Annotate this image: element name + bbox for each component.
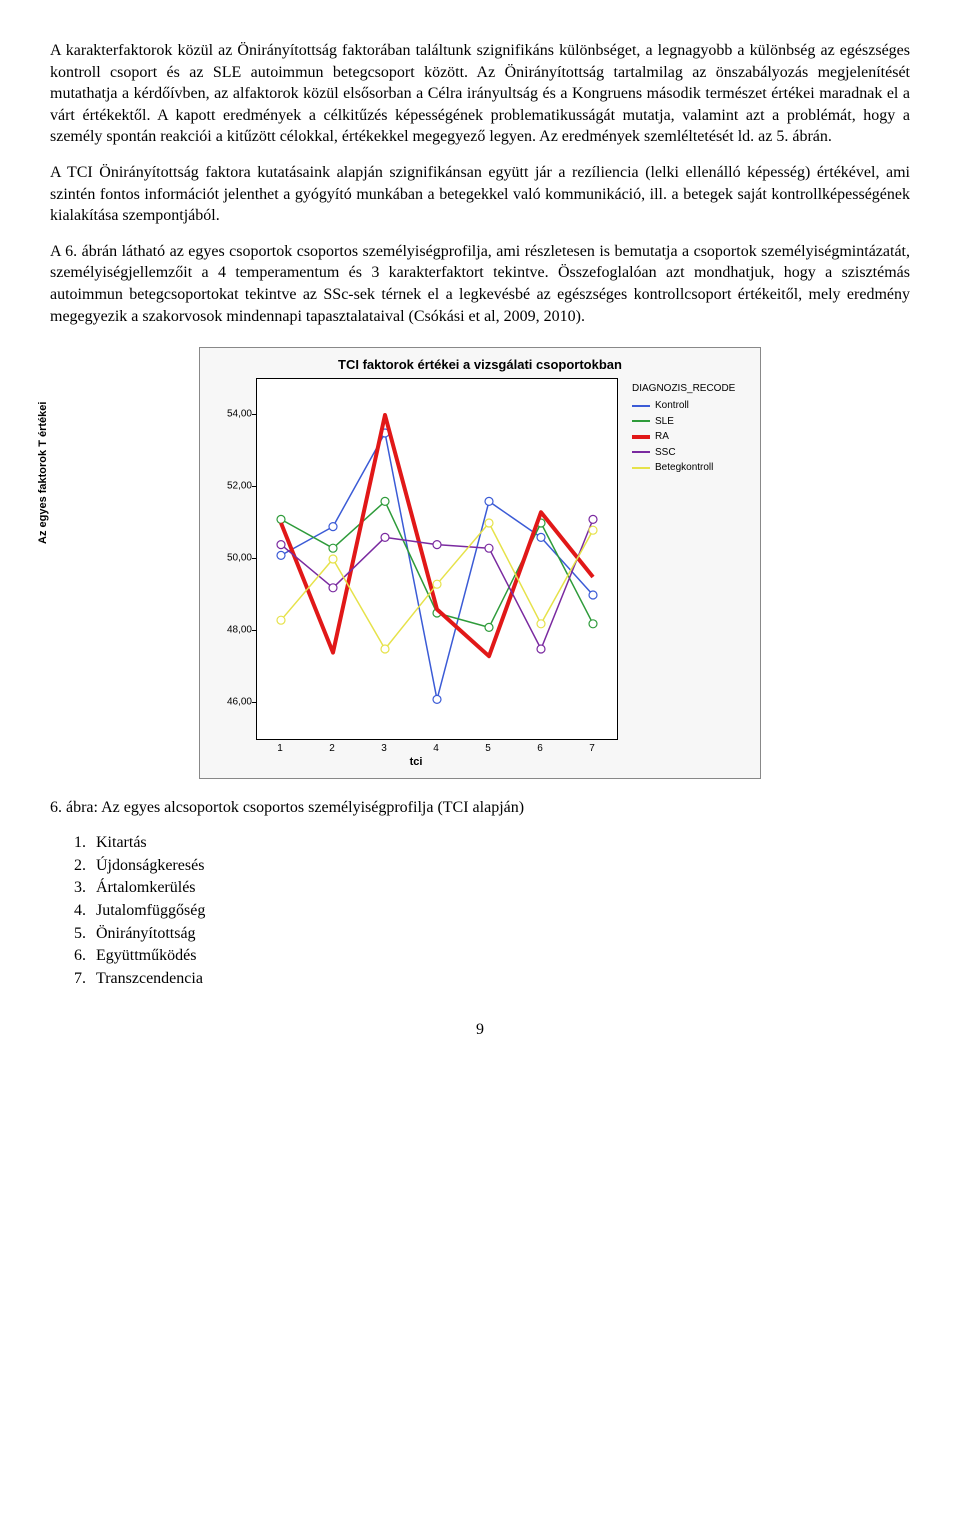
chart-series-marker: [381, 497, 389, 505]
factor-list-item: Önirányítottság: [90, 923, 910, 945]
chart-lines-svg: [257, 379, 617, 739]
chart-ylabel: Az egyes faktorok T értékei: [36, 401, 51, 543]
chart-legend-label: SSC: [655, 446, 676, 460]
chart-legend-swatch: [632, 467, 650, 469]
chart-series-marker: [277, 515, 285, 523]
chart-legend-label: SLE: [655, 415, 674, 429]
chart-series-marker: [433, 580, 441, 588]
factor-list-item: Transzcendencia: [90, 968, 910, 990]
chart-series-line: [281, 415, 593, 656]
chart-series-marker: [329, 583, 337, 591]
paragraph-1: A karakterfaktorok közül az Önirányított…: [50, 40, 910, 148]
factor-list: KitartásÚjdonságkeresésÁrtalomkerülésJut…: [90, 832, 910, 989]
factor-list-item: Jutalomfüggőség: [90, 900, 910, 922]
paragraph-3: A 6. ábrán látható az egyes csoportok cs…: [50, 241, 910, 327]
chart-ytick-mark: [252, 558, 256, 559]
chart-series-marker: [537, 645, 545, 653]
chart-series-marker: [277, 551, 285, 559]
chart-legend: DIAGNOZIS_RECODE Kontroll SLERA SSCBetegko…: [624, 378, 752, 770]
chart-legend-row: SSC: [632, 446, 752, 460]
chart-series-marker: [485, 623, 493, 631]
chart-series-marker: [537, 619, 545, 627]
chart-ytick-mark: [252, 486, 256, 487]
chart-legend-label: Kontroll: [655, 399, 689, 413]
chart-ytick-label: 48,00: [220, 623, 252, 637]
factor-list-item: Újdonságkeresés: [90, 855, 910, 877]
paragraph-2: A TCI Önirányítottság faktora kutatásain…: [50, 162, 910, 227]
chart-xtick-label: 1: [277, 742, 283, 756]
tci-chart: TCI faktorok értékei a vizsgálati csopor…: [199, 347, 761, 779]
chart-xtick-label: 5: [485, 742, 491, 756]
chart-series-marker: [589, 591, 597, 599]
chart-legend-row: Kontroll: [632, 399, 752, 413]
chart-xtick-label: 3: [381, 742, 387, 756]
chart-legend-title: DIAGNOZIS_RECODE: [632, 382, 752, 396]
chart-series-marker: [433, 695, 441, 703]
chart-series-marker: [589, 619, 597, 627]
factor-list-item: Együttműködés: [90, 945, 910, 967]
factor-list-item: Kitartás: [90, 832, 910, 854]
factor-list-item: Ártalomkerülés: [90, 877, 910, 899]
chart-series-marker: [329, 522, 337, 530]
chart-ytick-mark: [252, 630, 256, 631]
chart-plot-area: Az egyes faktorok T értékei tci 46,0048,…: [208, 378, 624, 770]
chart-series-marker: [381, 533, 389, 541]
chart-ytick-label: 52,00: [220, 479, 252, 493]
chart-legend-swatch: [632, 435, 650, 439]
chart-title: TCI faktorok értékei a vizsgálati csopor…: [200, 348, 760, 378]
chart-series-marker: [329, 544, 337, 552]
chart-legend-swatch: [632, 451, 650, 453]
chart-series-marker: [277, 540, 285, 548]
chart-xtick-label: 7: [589, 742, 595, 756]
chart-ytick-mark: [252, 702, 256, 703]
page-number: 9: [50, 1019, 910, 1041]
chart-series-marker: [589, 526, 597, 534]
chart-series-marker: [589, 515, 597, 523]
figure-caption: 6. ábra: Az egyes alcsoportok csoportos …: [50, 797, 910, 819]
chart-series-marker: [485, 519, 493, 527]
chart-series-marker: [485, 544, 493, 552]
chart-legend-label: Betegkontroll: [655, 461, 713, 475]
chart-series-marker: [537, 533, 545, 541]
chart-xtick-label: 6: [537, 742, 543, 756]
chart-series-marker: [433, 540, 441, 548]
chart-legend-swatch: [632, 420, 650, 422]
chart-series-marker: [329, 555, 337, 563]
chart-series-marker: [485, 497, 493, 505]
chart-series-marker: [381, 645, 389, 653]
chart-legend-row: SLE: [632, 415, 752, 429]
chart-ytick-label: 54,00: [220, 407, 252, 421]
chart-legend-row: Betegkontroll: [632, 461, 752, 475]
chart-xtick-label: 4: [433, 742, 439, 756]
chart-xlabel: tci: [410, 755, 423, 770]
chart-ytick-mark: [252, 414, 256, 415]
chart-ytick-label: 50,00: [220, 551, 252, 565]
chart-series-marker: [277, 616, 285, 624]
chart-legend-row: RA: [632, 430, 752, 444]
chart-legend-swatch: [632, 405, 650, 407]
chart-legend-label: RA: [655, 430, 669, 444]
chart-xtick-label: 2: [329, 742, 335, 756]
chart-plot: [256, 378, 618, 740]
chart-ytick-label: 46,00: [220, 695, 252, 709]
